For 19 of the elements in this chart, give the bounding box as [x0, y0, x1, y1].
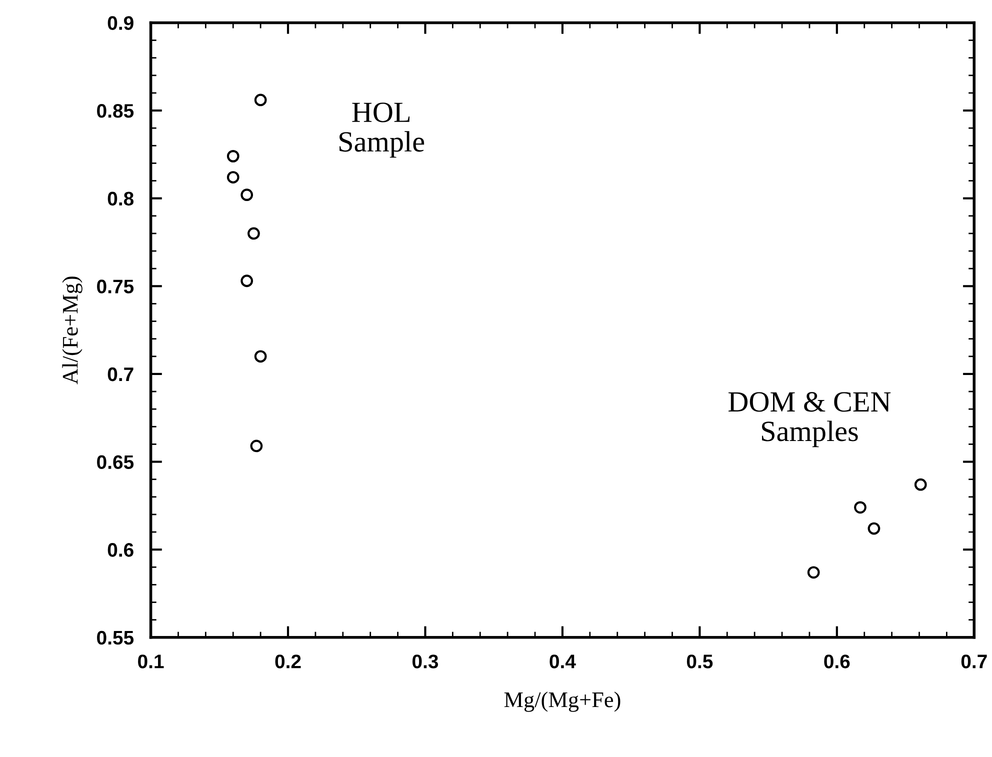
y-tick-label: 0.85	[97, 104, 134, 118]
x-tick-label: 0.3	[412, 654, 438, 668]
annotation: DOM & CEN Samples	[728, 392, 891, 448]
y-tick-label: 0.9	[108, 16, 134, 30]
annotation: HOL Sample	[340, 102, 424, 158]
x-axis-title: Mg/(Mg+Fe)	[504, 692, 620, 712]
y-tick-label: 0.65	[97, 455, 134, 470]
x-tick-label: 0.7	[961, 654, 987, 668]
y-tick-label: 0.55	[97, 630, 134, 645]
y-tick-label: 0.75	[97, 280, 134, 294]
y-tick-label: 0.6	[108, 543, 134, 557]
x-tick-label: 0.2	[275, 654, 301, 668]
x-tick-label: 0.5	[686, 654, 713, 668]
x-tick-label: 0.1	[138, 654, 164, 668]
x-tick-label: 0.4	[550, 654, 576, 668]
y-axis-title: Al/(Fe+Mg)	[62, 276, 82, 384]
x-tick-label: 0.6	[824, 654, 850, 668]
y-tick-label: 0.8	[108, 192, 134, 206]
y-tick-label: 0.7	[108, 367, 134, 382]
